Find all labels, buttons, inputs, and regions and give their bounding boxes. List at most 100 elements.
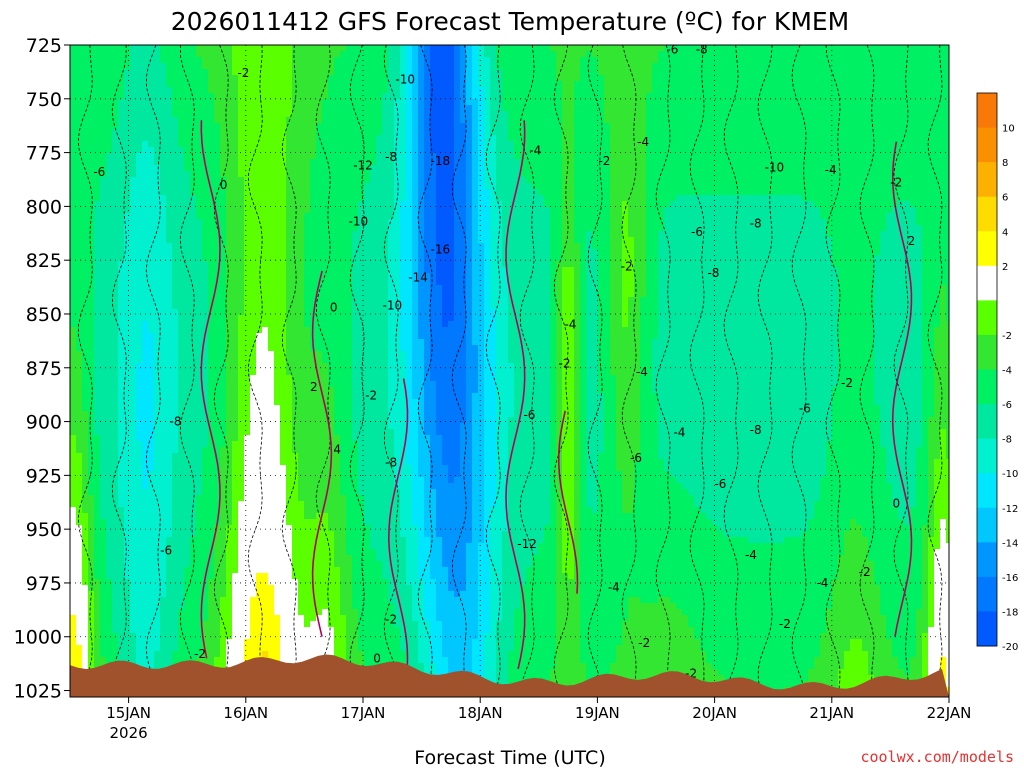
temperature-cell xyxy=(70,597,77,604)
temperature-cell xyxy=(274,93,281,100)
temperature-cell xyxy=(190,105,197,112)
temperature-cell xyxy=(100,519,107,526)
temperature-cell xyxy=(82,381,89,388)
temperature-cell xyxy=(238,561,245,568)
temperature-cell xyxy=(160,513,167,520)
temperature-cell xyxy=(118,105,125,112)
temperature-cell xyxy=(184,81,191,88)
temperature-cell xyxy=(274,159,281,166)
temperature-cell xyxy=(100,645,107,652)
temperature-cell xyxy=(226,99,233,106)
temperature-cell xyxy=(316,549,323,556)
temperature-cell xyxy=(310,381,317,388)
temperature-cell xyxy=(160,525,167,532)
temperature-cell xyxy=(136,381,143,388)
temperature-cell xyxy=(148,501,155,508)
temperature-cell xyxy=(334,267,341,274)
temperature-cell xyxy=(226,477,233,484)
temperature-cell xyxy=(328,531,335,538)
temperature-cell xyxy=(274,585,281,592)
temperature-cell xyxy=(214,267,221,274)
temperature-cell xyxy=(322,261,329,268)
temperature-cell xyxy=(226,105,233,112)
temperature-cell xyxy=(304,531,311,538)
temperature-cell xyxy=(172,303,179,310)
temperature-cell xyxy=(298,207,305,214)
temperature-cell xyxy=(310,501,317,508)
temperature-cell xyxy=(190,459,197,466)
temperature-cell xyxy=(244,225,251,232)
temperature-cell xyxy=(82,153,89,160)
temperature-cell xyxy=(160,603,167,610)
temperature-cell xyxy=(166,261,173,268)
temperature-cell xyxy=(328,249,335,256)
temperature-cell xyxy=(94,531,101,538)
temperature-cell xyxy=(94,465,101,472)
temperature-cell xyxy=(316,45,323,52)
temperature-cell xyxy=(106,615,113,622)
temperature-cell xyxy=(310,489,317,496)
temperature-cell xyxy=(238,195,245,202)
temperature-cell xyxy=(130,141,137,148)
temperature-cell xyxy=(244,423,251,430)
temperature-cell xyxy=(280,171,287,178)
temperature-cell xyxy=(304,69,311,76)
temperature-cell xyxy=(88,225,95,232)
temperature-cell xyxy=(172,549,179,556)
temperature-cell xyxy=(286,435,293,442)
temperature-cell xyxy=(82,201,89,208)
temperature-cell xyxy=(334,417,341,424)
temperature-cell xyxy=(196,363,203,370)
temperature-cell xyxy=(112,129,119,136)
temperature-cell xyxy=(130,513,137,520)
temperature-cell xyxy=(262,297,269,304)
temperature-cell xyxy=(166,237,173,244)
temperature-cell xyxy=(106,75,113,82)
temperature-cell xyxy=(112,621,119,628)
temperature-cell xyxy=(202,423,209,430)
temperature-cell xyxy=(310,525,317,532)
temperature-cell xyxy=(334,561,341,568)
temperature-cell xyxy=(280,549,287,556)
temperature-cell xyxy=(226,177,233,184)
temperature-cell xyxy=(202,267,209,274)
temperature-cell xyxy=(142,477,149,484)
temperature-cell xyxy=(196,549,203,556)
temperature-cell xyxy=(268,411,275,418)
temperature-cell xyxy=(136,531,143,538)
temperature-cell xyxy=(76,495,83,502)
temperature-cell xyxy=(130,519,137,526)
temperature-cell xyxy=(256,525,263,532)
temperature-cell xyxy=(148,525,155,532)
temperature-cell xyxy=(184,171,191,178)
temperature-cell xyxy=(322,357,329,364)
temperature-cell xyxy=(298,633,305,640)
temperature-cell xyxy=(82,477,89,484)
temperature-cell xyxy=(262,615,269,622)
temperature-cell xyxy=(130,51,137,58)
temperature-cell xyxy=(340,519,347,526)
temperature-cell xyxy=(322,633,329,640)
temperature-cell xyxy=(172,429,179,436)
temperature-cell xyxy=(112,387,119,394)
temperature-cell xyxy=(280,603,287,610)
temperature-cell xyxy=(94,279,101,286)
temperature-cell xyxy=(214,291,221,298)
temperature-cell xyxy=(298,579,305,586)
temperature-cell xyxy=(238,459,245,466)
temperature-cell xyxy=(232,93,239,100)
temperature-cell xyxy=(172,183,179,190)
temperature-cell xyxy=(184,345,191,352)
temperature-cell xyxy=(280,303,287,310)
temperature-cell xyxy=(88,333,95,340)
temperature-cell xyxy=(292,381,299,388)
temperature-cell xyxy=(184,477,191,484)
temperature-cell xyxy=(214,639,221,646)
temperature-cell xyxy=(250,207,257,214)
temperature-cell xyxy=(244,639,251,646)
temperature-cell xyxy=(160,351,167,358)
temperature-cell xyxy=(172,411,179,418)
temperature-cell xyxy=(148,321,155,328)
temperature-cell xyxy=(220,171,227,178)
temperature-cell xyxy=(178,63,185,70)
